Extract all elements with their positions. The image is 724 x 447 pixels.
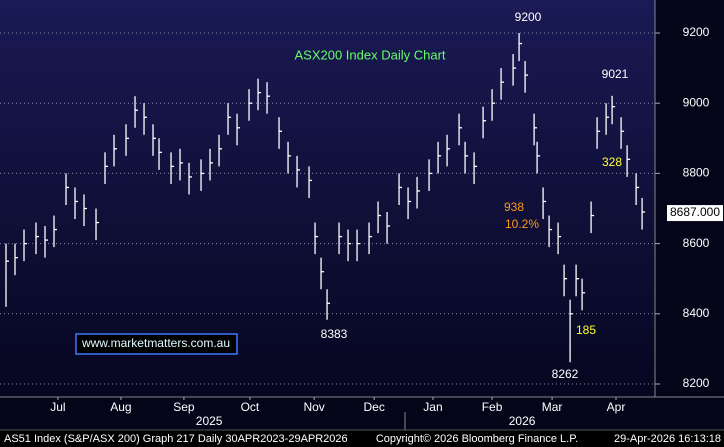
- y-tick-label: 8200: [683, 376, 710, 390]
- year-label: 2025: [196, 414, 223, 428]
- annotation: 185: [576, 323, 596, 337]
- annotation: 9021: [602, 67, 629, 81]
- y-tick-label: 9200: [683, 25, 710, 39]
- x-tick-label: Apr: [607, 400, 626, 414]
- y-tick-label: 8800: [683, 166, 710, 180]
- x-tick-label: Nov: [303, 400, 324, 414]
- annotation: 8383: [321, 327, 348, 341]
- annotation: 938: [504, 200, 524, 214]
- website: www.marketmatters.com.au: [81, 336, 230, 350]
- y-tick-label: 8400: [683, 306, 710, 320]
- x-tick-label: Dec: [363, 400, 384, 414]
- y-tick-label: 8600: [683, 236, 710, 250]
- footer-left: AS51 Index (S&P/ASX 200) Graph 217 Daily…: [4, 433, 348, 445]
- annotation: 10.2%: [505, 217, 539, 231]
- footer-date: 29-Apr-2026 16:13:18: [614, 433, 721, 445]
- chart-title: ASX200 Index Daily Chart: [294, 47, 445, 62]
- x-tick-label: Aug: [110, 400, 131, 414]
- annotation: 8262: [552, 367, 579, 381]
- annotation: 328: [602, 155, 622, 169]
- footer-copyright: Copyright© 2026 Bloomberg Finance L.P.: [376, 433, 578, 445]
- x-tick-label: Feb: [482, 400, 503, 414]
- y-axis-area: [655, 0, 724, 397]
- x-tick-label: Jan: [423, 400, 442, 414]
- year-label: 2026: [509, 414, 536, 428]
- last-price-box: [667, 205, 723, 222]
- x-axis-area: [0, 397, 724, 430]
- x-tick-label: Jul: [50, 400, 65, 414]
- last-price: 8687.000: [670, 205, 720, 219]
- y-tick-label: 9000: [683, 95, 710, 109]
- x-tick-label: Mar: [542, 400, 563, 414]
- x-tick-label: Oct: [241, 400, 260, 414]
- website-box: [75, 333, 238, 355]
- x-tick-label: Sep: [173, 400, 195, 414]
- annotation: 9200: [515, 10, 542, 24]
- plot-area: [0, 0, 655, 397]
